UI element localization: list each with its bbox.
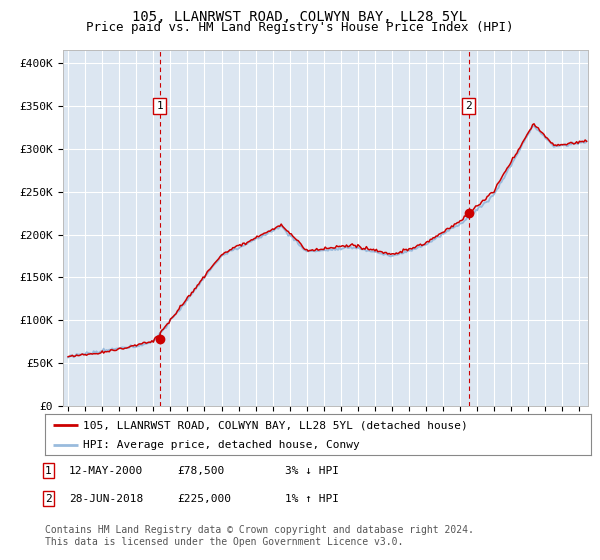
Text: Price paid vs. HM Land Registry's House Price Index (HPI): Price paid vs. HM Land Registry's House … [86, 21, 514, 34]
Text: 1% ↑ HPI: 1% ↑ HPI [285, 494, 339, 504]
Text: 3% ↓ HPI: 3% ↓ HPI [285, 466, 339, 476]
Text: £78,500: £78,500 [177, 466, 224, 476]
Text: 1: 1 [45, 466, 52, 476]
Text: 105, LLANRWST ROAD, COLWYN BAY, LL28 5YL (detached house): 105, LLANRWST ROAD, COLWYN BAY, LL28 5YL… [83, 421, 468, 430]
Text: 105, LLANRWST ROAD, COLWYN BAY, LL28 5YL: 105, LLANRWST ROAD, COLWYN BAY, LL28 5YL [133, 10, 467, 24]
Text: £225,000: £225,000 [177, 494, 231, 504]
Text: 28-JUN-2018: 28-JUN-2018 [69, 494, 143, 504]
Text: Contains HM Land Registry data © Crown copyright and database right 2024.
This d: Contains HM Land Registry data © Crown c… [45, 525, 474, 547]
Text: 1: 1 [156, 101, 163, 111]
Text: 2: 2 [45, 494, 52, 504]
Text: 2: 2 [465, 101, 472, 111]
Text: 12-MAY-2000: 12-MAY-2000 [69, 466, 143, 476]
Text: HPI: Average price, detached house, Conwy: HPI: Average price, detached house, Conw… [83, 441, 360, 450]
